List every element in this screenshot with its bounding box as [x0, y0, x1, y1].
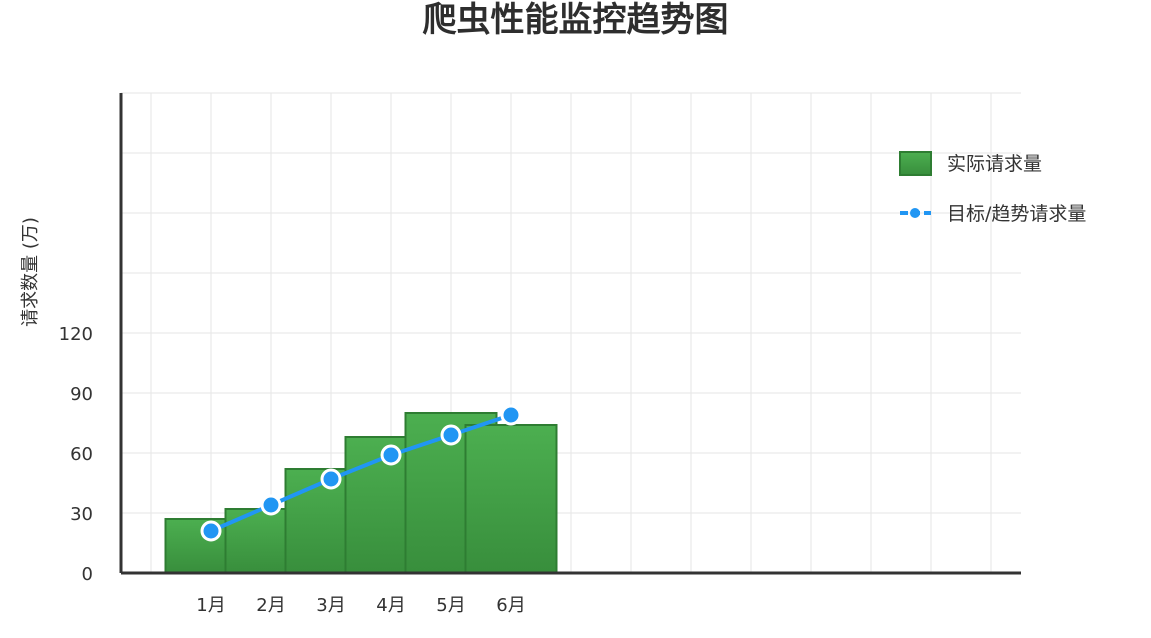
bar-series [164, 412, 558, 574]
bar-6 [464, 424, 558, 574]
trend-point-5 [440, 424, 462, 446]
trend-line [209, 413, 513, 533]
legend-bar-swatch [899, 151, 932, 176]
y-axis-title: 请求数量 (万) [20, 217, 41, 327]
y-axis-ticks: 0 30 60 90 120 [59, 324, 93, 585]
trend-point-1 [200, 520, 222, 542]
grid [121, 92, 1021, 574]
x-tick-label: 5月 [436, 595, 465, 616]
legend-line-label: 目标/趋势请求量 [947, 203, 1086, 225]
trend-point-4 [380, 444, 402, 466]
y-tick-label: 90 [70, 384, 93, 405]
trend-point-2 [260, 494, 282, 516]
legend-bar-label: 实际请求量 [947, 153, 1042, 175]
y-tick-label: 30 [70, 504, 93, 525]
x-tick-label: 3月 [316, 595, 345, 616]
legend: 实际请求量 目标/趋势请求量 [899, 151, 1086, 225]
legend-line-marker [910, 208, 920, 218]
x-tick-label: 2月 [256, 595, 285, 616]
line-series [200, 404, 522, 542]
trend-point-3 [320, 468, 342, 490]
x-axis-ticks: 1月 2月 3月 4月 5月 6月 [196, 595, 525, 616]
axes [119, 93, 1021, 575]
y-tick-label: 0 [82, 564, 93, 585]
y-tick-label: 120 [59, 324, 93, 345]
x-tick-label: 6月 [496, 595, 525, 616]
trend-point-6 [500, 404, 522, 426]
chart-title: 爬虫性能监控趋势图 [422, 0, 729, 40]
x-tick-label: 4月 [376, 595, 405, 616]
y-tick-label: 60 [70, 444, 93, 465]
x-tick-label: 1月 [196, 595, 225, 616]
